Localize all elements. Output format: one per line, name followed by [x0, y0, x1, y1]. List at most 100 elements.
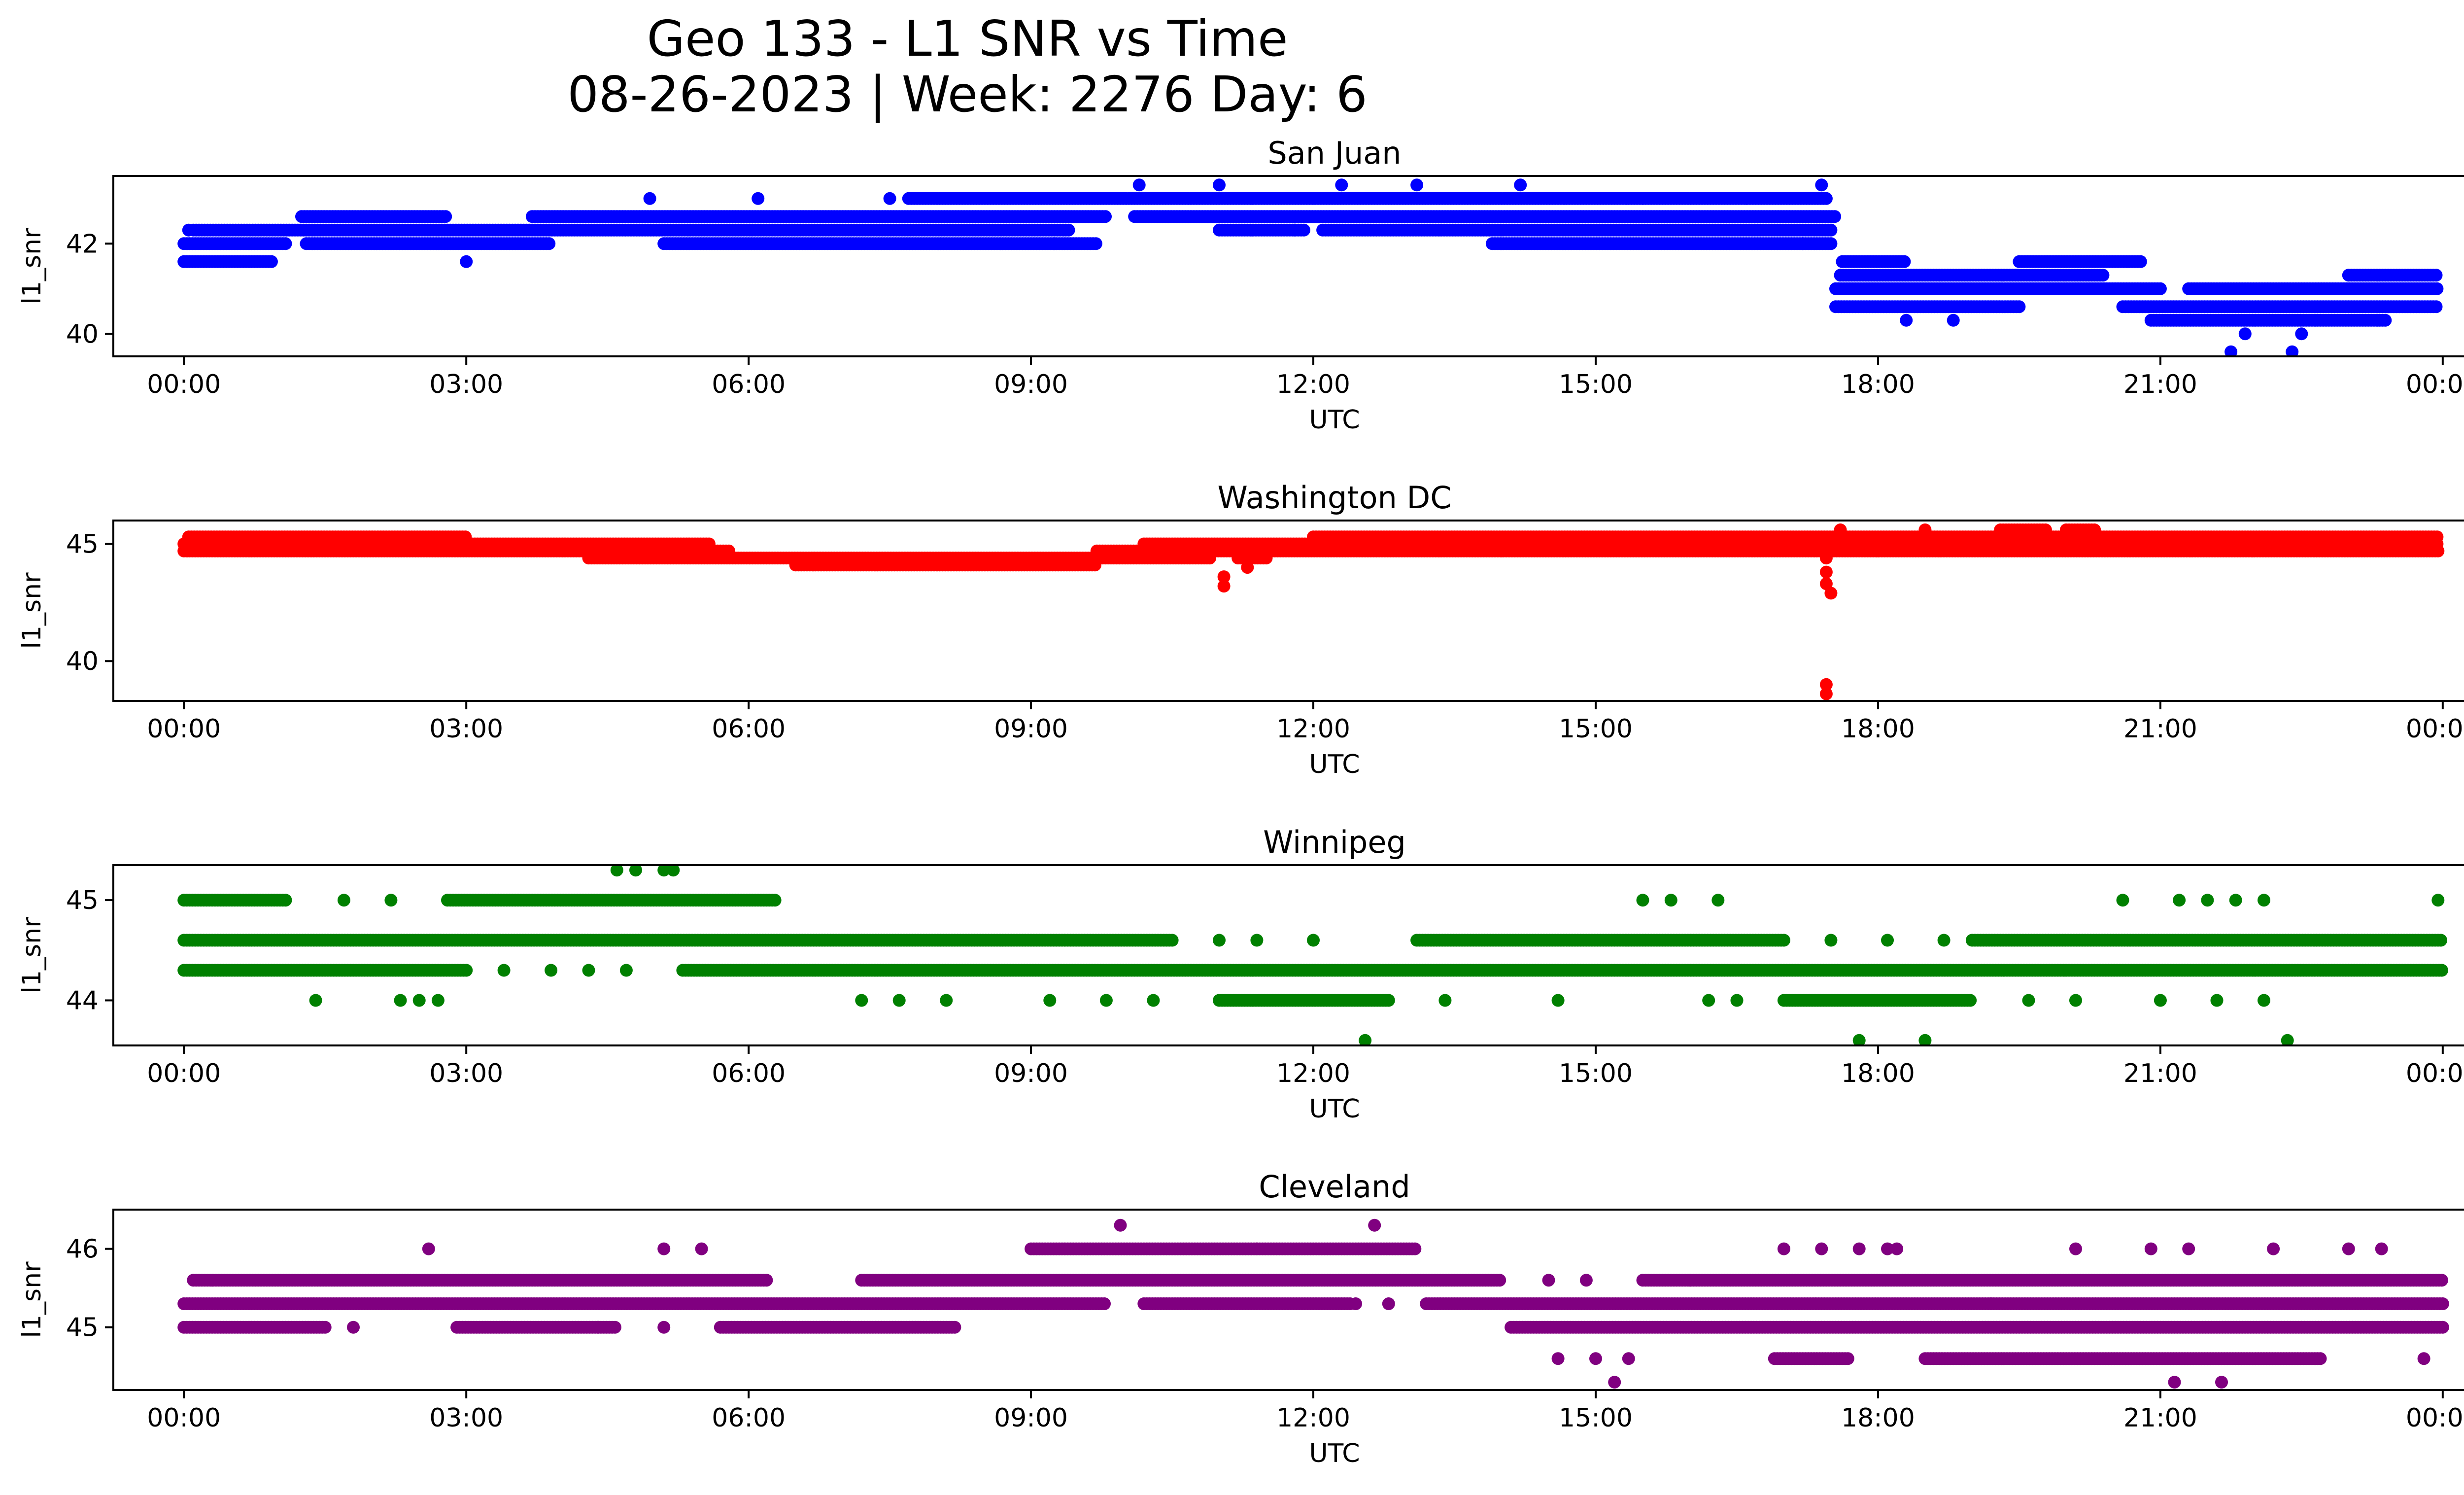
data-point [439, 210, 452, 223]
data-point [265, 255, 278, 268]
data-point [2013, 300, 2026, 313]
data-point [1217, 570, 1231, 584]
data-point [1898, 255, 1911, 268]
x-tick-label: 15:00 [1559, 714, 1633, 744]
data-point [752, 192, 765, 205]
data-point [2430, 269, 2443, 282]
data-point [2238, 327, 2252, 341]
y-tick-label: 40 [66, 647, 99, 676]
x-tick-label: 03:00 [429, 714, 503, 744]
data-point [1514, 178, 1527, 192]
y-axis-label: l1_snr [17, 228, 47, 305]
data-point [2379, 313, 2392, 327]
data-point [279, 237, 292, 250]
data-point [1740, 192, 1753, 205]
data-point [1048, 237, 1061, 250]
data-point [2154, 282, 2167, 295]
data-point [1088, 558, 1101, 572]
data-point [702, 537, 716, 551]
x-tick-label: 03:00 [429, 370, 503, 399]
panel-title: Washington DC [1217, 480, 1451, 516]
figure-title-line1: Geo 133 - L1 SNR vs Time [647, 10, 1288, 68]
data-point [1824, 237, 1838, 250]
x-tick-label: 00:00 [2406, 370, 2464, 399]
data-point [2430, 300, 2443, 313]
x-tick-label: 18:00 [1841, 714, 1915, 744]
y-tick-label: 42 [66, 229, 99, 259]
data-point [1819, 687, 1833, 700]
data-point [1410, 178, 1424, 192]
scatter-series [177, 178, 2444, 356]
x-tick-label: 00:00 [147, 370, 221, 399]
data-point [1132, 178, 1146, 192]
data-point [2039, 523, 2052, 536]
data-point [1824, 587, 1838, 600]
data-point [1819, 552, 1833, 565]
data-point [1828, 210, 1842, 223]
data-point [1288, 223, 1301, 237]
data-point [1836, 255, 1849, 268]
x-tick-label: 09:00 [994, 714, 1068, 744]
data-point [883, 192, 896, 205]
panel-title: San Juan [1267, 135, 1401, 171]
data-point [1241, 561, 1254, 574]
data-point [2096, 269, 2110, 282]
data-point [1815, 178, 1828, 192]
x-tick-label: 21:00 [2123, 370, 2197, 399]
data-point [1260, 552, 1273, 565]
data-point [1099, 210, 1112, 223]
data-point [1900, 313, 1913, 327]
x-tick-label: 09:00 [994, 370, 1068, 399]
data-point [2224, 345, 2238, 356]
data-point [1297, 223, 1310, 237]
data-point [2430, 530, 2444, 544]
data-point [1213, 178, 1226, 192]
data-point [1062, 223, 1075, 237]
x-tick-label: 18:00 [1841, 370, 1915, 399]
y-tick-label: 40 [66, 319, 99, 349]
data-point [1796, 237, 1810, 250]
scatter-series [177, 523, 2445, 700]
axes-frame [112, 520, 2464, 702]
data-point [1819, 565, 1833, 579]
x-axis-label: UTC [1309, 750, 1360, 779]
data-point [182, 223, 195, 237]
figure-title-line2: 08-26-2023 | Week: 2276 Day: 6 [567, 66, 1367, 123]
data-point [2286, 345, 2299, 356]
x-axis-label: UTC [1309, 405, 1360, 435]
x-tick-label: 12:00 [1276, 714, 1350, 744]
data-point [2088, 523, 2101, 536]
data-point [1089, 237, 1102, 250]
x-tick-label: 15:00 [1559, 370, 1633, 399]
data-point [1636, 192, 1649, 205]
x-tick-label: 00:00 [147, 714, 221, 744]
x-tick-label: 06:00 [712, 714, 786, 744]
data-point [1335, 178, 1348, 192]
data-point [2430, 282, 2444, 295]
data-point [1918, 523, 1932, 536]
data-point [543, 237, 556, 250]
chart-panel: Washington DC 00:00 03:00 06:00 09:00 12:00 15… [17, 480, 2464, 779]
x-tick-label: 12:00 [1276, 370, 1350, 399]
data-point [1834, 523, 1847, 536]
data-point [2295, 327, 2308, 341]
data-point [643, 192, 656, 205]
scatter-series [177, 865, 2448, 1045]
y-axis-label: l1_snr [17, 572, 47, 649]
y-tick-label: 45 [66, 530, 99, 559]
data-point [2134, 255, 2147, 268]
data-point [1824, 223, 1838, 237]
x-tick-label: 21:00 [2123, 714, 2197, 744]
data-point [1819, 678, 1833, 691]
data-point [460, 255, 473, 268]
data-point [1203, 552, 1216, 565]
data-point [1217, 580, 1231, 593]
x-tick-label: 00:00 [2406, 714, 2464, 744]
data-point [1819, 192, 1833, 205]
axes-frame [112, 175, 2464, 357]
data-point [1947, 313, 1960, 327]
data-point [459, 530, 472, 544]
